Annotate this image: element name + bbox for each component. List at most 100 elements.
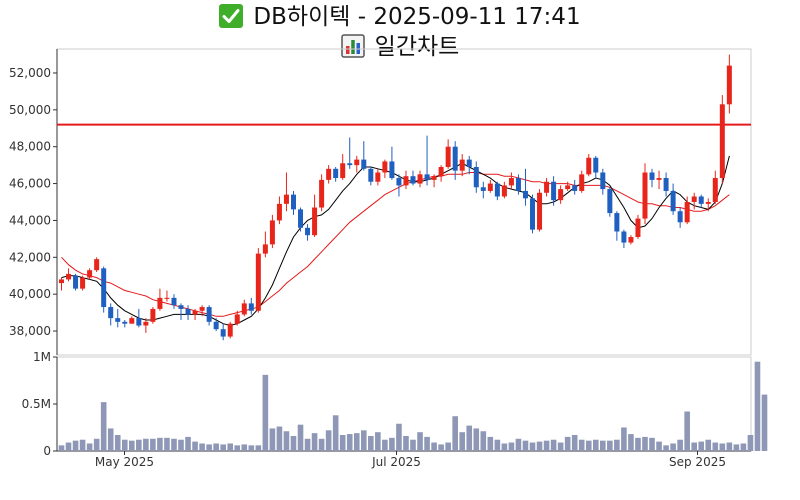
candle [150, 307, 156, 324]
candle [396, 174, 402, 197]
candle-body [66, 273, 72, 280]
candle-body [635, 218, 641, 238]
price-y-tick: 44,000 [9, 213, 57, 227]
volume-bar [529, 442, 536, 451]
volume-bar [185, 436, 191, 451]
volume-bar [192, 441, 198, 451]
chart-title-text: DB하이텍 - 2025-09-11 17:41 [253, 4, 581, 30]
candle-body [347, 163, 353, 166]
volume-bar [452, 416, 458, 451]
candle [515, 174, 521, 195]
candle [347, 137, 353, 169]
volume-bar [346, 434, 353, 451]
candle-body [340, 163, 346, 179]
candle [621, 229, 627, 249]
volume-bar [121, 439, 128, 451]
candle-body [530, 198, 536, 230]
candle-body [101, 268, 107, 308]
volume-bar [747, 435, 754, 451]
candle [129, 316, 135, 324]
candle [290, 190, 296, 215]
candle-body [537, 192, 543, 230]
volume-y-tick-label: 1M [33, 350, 51, 364]
candle-body [171, 297, 177, 306]
volume-bar [164, 437, 170, 451]
volume-bar [607, 440, 613, 451]
volume-y-tick-label: 0.5M [22, 397, 51, 411]
candle-body [283, 194, 289, 204]
candle-body [199, 307, 205, 311]
candle-body [424, 174, 430, 180]
volume-bar [403, 435, 409, 451]
candle-body [312, 207, 318, 236]
price-y-tick-label: 42,000 [9, 250, 51, 264]
volume-bar [663, 445, 669, 451]
price-y-tick-label: 44,000 [9, 213, 51, 227]
volume-bar [79, 439, 86, 451]
candle [677, 207, 683, 228]
x-tick-label: Sep 2025 [669, 455, 726, 469]
candle [164, 290, 170, 302]
candle-body [368, 168, 374, 182]
candle-body [59, 279, 64, 284]
candle [684, 196, 690, 225]
volume-bar [600, 440, 606, 451]
volume-bar [635, 437, 641, 451]
volume-bar [557, 442, 564, 451]
candle-body [354, 159, 360, 166]
candle [663, 172, 669, 197]
volume-bar [178, 439, 184, 451]
volume-bar [318, 438, 325, 451]
candle-body [192, 310, 198, 315]
volume-bar [72, 440, 79, 451]
chart-subtitle: 일간차트 [0, 32, 800, 62]
candle [586, 154, 592, 177]
candle [712, 170, 718, 204]
candle-body [607, 189, 613, 214]
candle-body [698, 196, 704, 204]
price-y-tick: 40,000 [9, 287, 57, 301]
candle-body [290, 194, 296, 210]
candle-body [593, 157, 599, 173]
candle-body [656, 178, 662, 180]
candle [213, 318, 219, 332]
candle-body [551, 181, 557, 201]
price-y-tick: 46,000 [9, 177, 57, 191]
candle [199, 305, 205, 317]
candle [269, 214, 275, 249]
candle [101, 266, 107, 313]
candle-body [87, 270, 93, 278]
candle-body [333, 168, 339, 179]
price-y-tick-label: 52,000 [9, 66, 51, 80]
candle-body [94, 259, 100, 271]
volume-bar [396, 423, 402, 451]
candle [185, 305, 191, 320]
candle [635, 214, 641, 239]
volume-bar [473, 428, 480, 451]
candle [522, 168, 528, 206]
volume-bar [290, 435, 297, 451]
volume-bar [107, 428, 114, 451]
candle-body [143, 321, 149, 326]
candle [726, 54, 732, 114]
candle-body [122, 321, 128, 324]
volume-bar [93, 438, 100, 451]
volume-bar [677, 439, 683, 451]
candle [340, 154, 346, 180]
volume-bar [536, 441, 543, 451]
candle-body [515, 178, 521, 191]
candle-body [677, 211, 683, 223]
candle-body [459, 159, 465, 171]
price-y-tick: 48,000 [9, 140, 57, 154]
price-y-tick-label: 40,000 [9, 287, 51, 301]
candle-body [255, 253, 261, 311]
candle [473, 161, 479, 193]
price-y-tick: 52,000 [9, 66, 57, 80]
candle [438, 165, 444, 182]
check-mark-icon [219, 4, 244, 28]
candle [333, 166, 339, 182]
volume-bar [86, 443, 93, 451]
volume-y-tick-label: 0 [43, 444, 51, 458]
price-y-tick-label: 48,000 [9, 140, 51, 154]
